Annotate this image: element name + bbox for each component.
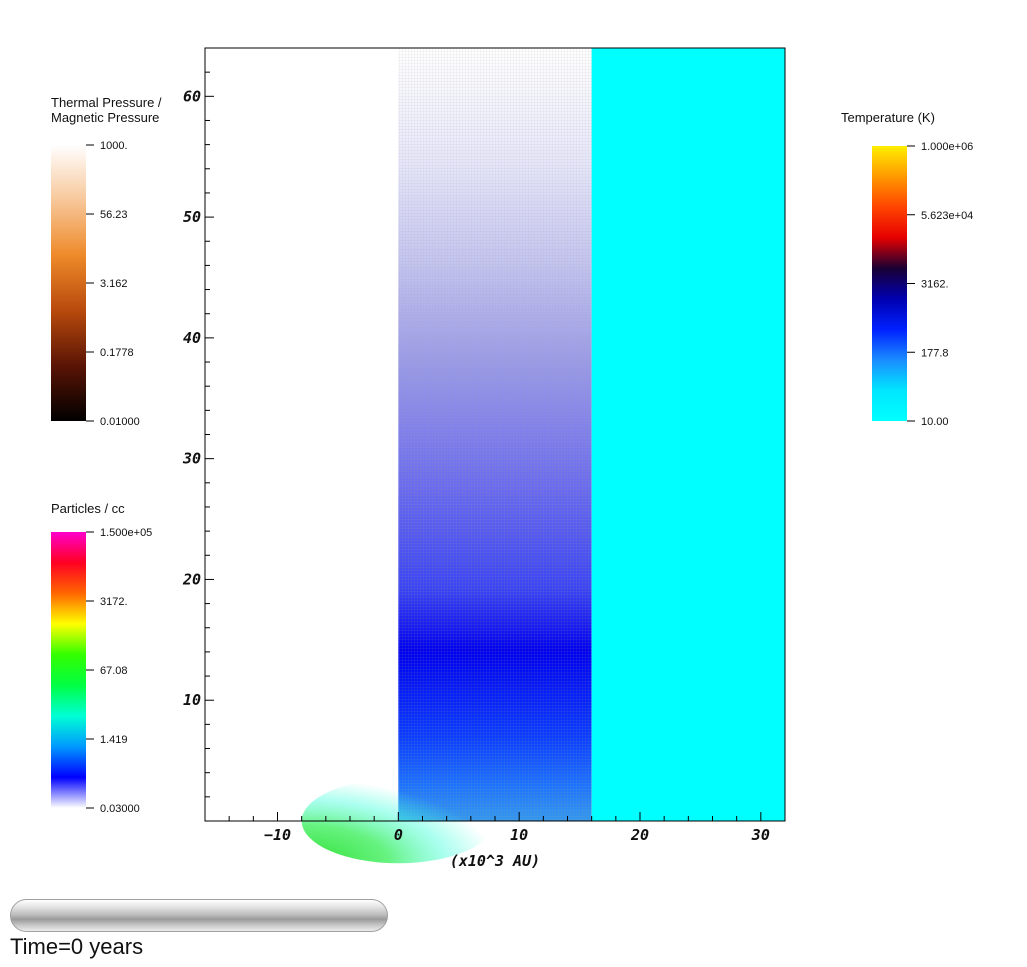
y-tick-label: 60 <box>183 87 201 105</box>
grid-overlay <box>398 48 592 821</box>
x-tick-label: −10 <box>264 826 291 844</box>
colorbar-tick-label: 0.01000 <box>100 416 140 428</box>
colorbar-title: Magnetic Pressure <box>51 110 159 125</box>
colorbar-temperature: Temperature (K) 1.000e+06 5.623e+04 3162. 17… <box>841 110 973 428</box>
temperature-region <box>591 48 785 821</box>
colorbar-tick-label: 3172. <box>100 596 128 608</box>
colorbar-title: Thermal Pressure / <box>51 95 162 110</box>
colorbar-title: Temperature (K) <box>841 110 935 125</box>
colorbar-particles: Particles / cc 1.500e+05 3172. 67.08 1.419 0.… <box>51 501 152 815</box>
colorbar-tick-label: 0.1778 <box>100 347 134 359</box>
y-tick-label: 30 <box>182 450 201 468</box>
colorbar-tick-label: 3.162 <box>100 278 128 290</box>
colorbar-tick-label: 177.8 <box>921 347 949 359</box>
colorbar-tick-label: 10.00 <box>921 416 949 428</box>
y-tick-label: 50 <box>183 208 201 226</box>
x-axis-label: (x10^3 AU) <box>450 852 540 870</box>
colorbar-title: Particles / cc <box>51 501 125 516</box>
y-tick-label: 10 <box>183 691 201 709</box>
x-tick-label: 0 <box>394 826 403 844</box>
y-tick-label: 40 <box>183 329 201 347</box>
colorbar-tick-label: 5.623e+04 <box>921 210 973 222</box>
y-axis: 10 20 30 40 50 60 <box>182 47 214 822</box>
colorbar-tick-label: 0.03000 <box>100 803 140 815</box>
colorbar-tick-label: 67.08 <box>100 665 128 677</box>
colorbar-pressure-ratio: Thermal Pressure /Magnetic Pressure 1000.… <box>51 95 162 428</box>
colorbar-gradient <box>51 532 86 808</box>
colorbar-tick-label: 1.000e+06 <box>921 141 973 153</box>
colorbar-gradient <box>872 146 907 421</box>
colorbar-tick-label: 1.419 <box>100 734 128 746</box>
x-tick-label: 20 <box>630 826 649 844</box>
colorbar-gradient <box>51 145 86 421</box>
x-tick-label: 30 <box>751 826 770 844</box>
plot-area: −10 0 10 20 30 10 20 30 40 50 60 (x10^3 AU) <box>182 47 786 870</box>
time-progress-bar[interactable] <box>10 899 388 932</box>
time-label: Time=0 years <box>10 934 144 959</box>
colorbar-tick-label: 56.23 <box>100 209 128 221</box>
colorbar-tick-label: 1000. <box>100 140 128 152</box>
x-axis: −10 0 10 20 30 <box>204 812 786 844</box>
y-tick-label: 20 <box>182 570 201 588</box>
empty-region <box>205 48 399 821</box>
x-tick-label: 10 <box>510 826 528 844</box>
colorbar-tick-label: 1.500e+05 <box>100 527 152 539</box>
colorbar-tick-label: 3162. <box>921 279 949 291</box>
